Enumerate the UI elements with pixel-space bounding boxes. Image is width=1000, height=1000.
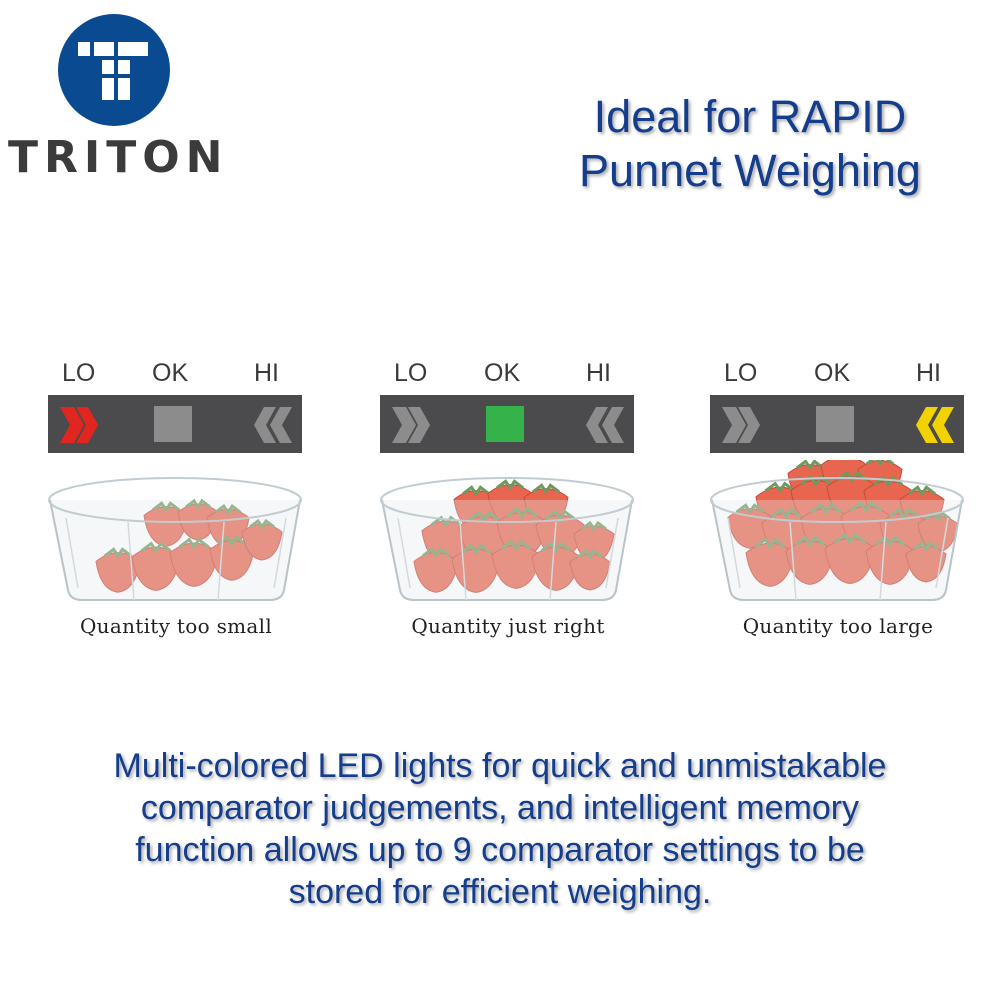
description-line-3: function allows up to 9 comparator setti… bbox=[135, 831, 865, 869]
lo-led-chevron-right-icon bbox=[60, 407, 98, 443]
lo-led-chevron-right-icon bbox=[722, 407, 760, 443]
ok-led-square-icon bbox=[154, 406, 192, 442]
led-labels: LO OK HI bbox=[48, 359, 304, 389]
lo-label: LO bbox=[62, 359, 96, 387]
triton-logo: TRITON bbox=[8, 14, 229, 184]
headline: Ideal for RAPID Punnet Weighing bbox=[540, 90, 960, 198]
led-indicator-bar bbox=[710, 395, 964, 453]
panel-caption: Quantity just right bbox=[411, 614, 605, 638]
hi-led-chevron-left-icon bbox=[916, 407, 954, 443]
hi-label: HI bbox=[586, 359, 611, 387]
hi-label: HI bbox=[916, 359, 941, 387]
ok-label: OK bbox=[484, 359, 521, 387]
headline-line-1: Ideal for RAPID bbox=[593, 91, 907, 142]
panel-caption: Quantity too small bbox=[79, 614, 273, 638]
led-indicator-bar bbox=[48, 395, 302, 453]
strawberry-punnet-overfilled bbox=[710, 460, 964, 601]
hi-led-chevron-left-icon bbox=[254, 407, 292, 443]
strawberry-punnet-underfilled bbox=[48, 477, 302, 601]
triton-t-logo-icon bbox=[58, 14, 170, 126]
lo-led-chevron-right-icon bbox=[392, 407, 430, 443]
description-line-1: Multi-colored LED lights for quick and u… bbox=[113, 747, 887, 785]
hi-led-chevron-left-icon bbox=[586, 407, 624, 443]
led-indicator-bar bbox=[380, 395, 634, 453]
comparator-panel-ok: LO OK HI Quantity just right bbox=[380, 355, 636, 650]
description-line-4: stored for efficient weighing. bbox=[288, 873, 712, 911]
ok-label: OK bbox=[152, 359, 189, 387]
led-labels: LO OK HI bbox=[710, 359, 966, 389]
lo-label: LO bbox=[394, 359, 428, 387]
led-labels: LO OK HI bbox=[380, 359, 636, 389]
strawberry-punnet-filled bbox=[380, 477, 634, 601]
ok-led-square-icon bbox=[816, 406, 854, 442]
panel-caption: Quantity too large bbox=[742, 614, 934, 638]
headline-line-2: Punnet Weighing bbox=[579, 145, 921, 196]
lo-label: LO bbox=[724, 359, 758, 387]
ok-label: OK bbox=[814, 359, 851, 387]
description-line-2: comparator judgements, and intelligent m… bbox=[140, 789, 860, 827]
ok-led-square-icon bbox=[486, 406, 524, 442]
brand-name: TRITON bbox=[8, 132, 229, 183]
hi-label: HI bbox=[254, 359, 279, 387]
feature-description: Multi-colored LED lights for quick and u… bbox=[40, 745, 960, 913]
comparator-panel-lo: LO OK HI Quantity too small bbox=[48, 355, 304, 650]
comparator-panel-hi: LO OK HI Quantity too large bbox=[710, 355, 966, 650]
